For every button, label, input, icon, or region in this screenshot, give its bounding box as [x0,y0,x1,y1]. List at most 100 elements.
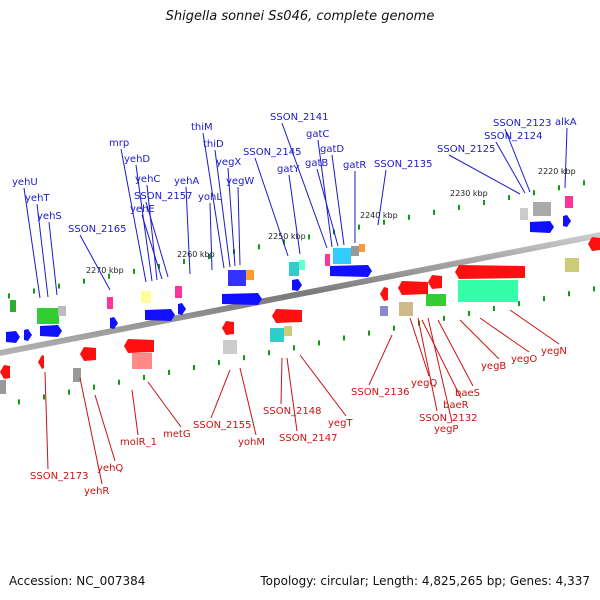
reverse-gene-label: SSON_2155 [193,420,252,431]
feature-block [37,308,59,324]
forward-gene-arrow [145,309,175,321]
leader-line [202,132,225,269]
scale-label: 2250 kbp [268,232,306,241]
forward-gene-label: yehS [37,211,62,222]
forward-gene-label: thiM [191,122,213,133]
leader-line [79,234,111,291]
leader-line [23,187,41,299]
feature-block [270,328,284,342]
reverse-gene-arrow [0,365,10,379]
tick-mark [8,293,10,299]
leader-line [79,377,103,485]
feature-block [565,258,579,272]
tick-mark [293,345,295,351]
reverse-gene-arrow [222,321,234,335]
leader-line [239,367,257,436]
forward-gene-label: gatC [306,129,329,140]
forward-gene-label: SSON_2124 [484,131,543,142]
leader-line [504,128,531,193]
feature-block [141,291,151,303]
reverse-gene-label: SSON_2173 [30,471,89,482]
tick-mark [408,214,410,220]
tick-mark [393,325,395,331]
forward-gene-label: yehA [174,176,199,187]
genome-backbone [0,232,600,356]
feature-block [284,326,292,336]
forward-gene-label: yehU [12,177,38,188]
forward-gene-label: SSON_2123 [493,118,552,129]
feature-block [565,196,573,208]
reverse-gene-label: yehQ [97,463,123,474]
tick-mark [368,330,370,336]
tick-mark [518,301,520,307]
tick-mark [243,355,245,361]
tick-mark [508,195,510,201]
tick-mark [218,360,220,366]
leader-line [427,317,453,423]
leader-line [437,319,474,387]
reverse-gene-label: baeR [443,400,469,411]
leader-line [299,354,347,417]
forward-gene-label: yegX [216,157,241,168]
tick-mark [533,190,535,196]
forward-gene-label: alkA [555,117,577,128]
leader-line [185,186,191,275]
forward-gene-arrow [6,331,20,343]
tick-mark [108,273,110,279]
forward-gene-label: gatD [320,144,344,155]
reverse-gene-arrow [588,237,600,251]
tick-mark [308,234,310,240]
leader-line [368,334,393,386]
reverse-gene-label: SSON_2132 [419,413,478,424]
tick-mark [33,288,35,294]
tick-mark [133,268,135,274]
forward-gene-label: gatR [343,160,366,171]
forward-gene-label: yehT [25,193,50,204]
leader-line [36,203,49,298]
leader-line [421,319,462,399]
forward-gene-arrow [24,329,32,341]
forward-gene-label: yehE [130,204,155,215]
feature-block [351,246,359,256]
tick-mark [268,350,270,356]
leader-line [145,201,169,278]
tick-mark [68,389,70,395]
reverse-gene-label: SSON_2148 [263,406,322,417]
forward-gene-arrow [530,221,554,233]
tick-mark [118,379,120,385]
leader-line [94,394,116,462]
forward-gene-arrow [330,265,372,277]
forward-gene-label: SSON_2165 [68,224,127,235]
reverse-gene-arrow [428,275,442,289]
forward-gene-label: thiD [203,139,224,150]
reverse-gene-label: yegN [541,346,567,357]
forward-gene-label: mrp [109,138,129,149]
leader-line [316,168,339,247]
leader-line [237,186,241,266]
leader-line [254,157,289,257]
forward-gene-label: yegW [226,176,254,187]
tick-mark [58,283,60,289]
tick-mark [443,315,445,321]
reverse-gene-label: yegB [481,361,506,372]
scale-label: 2270 kbp [86,266,124,275]
tick-mark [258,244,260,250]
tick-mark [143,374,145,380]
forward-gene-label: SSON_2125 [437,144,496,155]
leader-line [280,357,283,405]
feature-block [359,244,365,252]
forward-gene-label: yohL [198,192,222,203]
forward-gene-arrow [178,303,186,315]
reverse-gene-label: molR_1 [120,437,157,448]
tick-mark [158,263,160,269]
leader-line [281,122,328,249]
leader-line [141,214,163,280]
tick-mark [558,185,560,191]
leader-line [417,317,438,412]
reverse-gene-arrow [398,281,428,295]
forward-gene-label: SSON_2135 [374,159,433,170]
reverse-gene-label: yegT [328,418,353,429]
forward-gene-arrow [222,293,262,305]
feature-block [58,306,66,316]
